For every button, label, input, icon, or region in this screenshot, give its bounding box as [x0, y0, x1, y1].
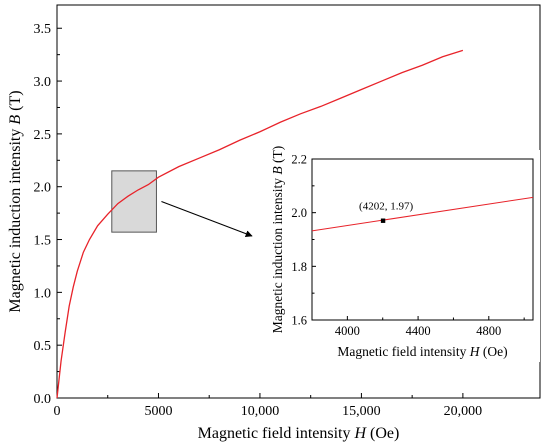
main-plot: 0 5000 10,000 15,000 20,000 0.0 0.5 1.0 1.5 2.0 2.…	[7, 4, 541, 442]
x-tick-label: 5000	[144, 404, 172, 419]
zoom-arrow	[161, 201, 253, 238]
inset-x-tick-label: 4000	[335, 324, 360, 338]
inset-x-tick-label: 4800	[476, 324, 501, 338]
y-tick-label: 2.5	[34, 128, 52, 143]
y-tick-label: 3.0	[34, 75, 52, 90]
inset-y-tick-label: 2.0	[291, 206, 307, 220]
x-tick-label: 15,000	[342, 404, 381, 419]
inset-series-line	[311, 196, 534, 232]
annotated-point	[380, 218, 386, 223]
inset-x-axis-label: Magnetic field intensity H (Oe)	[337, 344, 507, 359]
inset-x-tick-label: 4400	[406, 324, 431, 338]
zoom-region-box	[111, 170, 157, 233]
inset-plot: 4000 4400 4800 1.6 1.8 2.0 2.2 Magnetic field i…	[268, 146, 540, 362]
x-tick-label: 10,000	[241, 404, 280, 419]
y-tick-label: 2.0	[34, 181, 52, 196]
y-tick-label: 0.0	[34, 392, 52, 407]
y-tick-label: 0.5	[34, 339, 52, 354]
x-tick-label: 20,000	[444, 404, 483, 419]
annotation-label: (4202, 1.97)	[359, 201, 413, 213]
y-tick-label: 1.0	[34, 286, 52, 301]
x-axis-label: Magnetic field intensity H (Oe)	[198, 425, 400, 442]
inset-y-tick-label: 1.6	[291, 314, 307, 328]
y-tick-label: 1.5	[34, 234, 52, 249]
inset-y-tick-label: 1.8	[291, 260, 307, 274]
series-line	[56, 49, 464, 399]
y-tick-label: 3.5	[34, 22, 52, 37]
y-axis-label: Magnetic induction intensity B (T)	[7, 90, 24, 312]
x-tick-label: 0	[54, 404, 61, 419]
inset-y-tick-label: 2.2	[291, 153, 307, 167]
inset-y-axis-label: Magnetic induction intensity B (T)	[270, 146, 285, 333]
